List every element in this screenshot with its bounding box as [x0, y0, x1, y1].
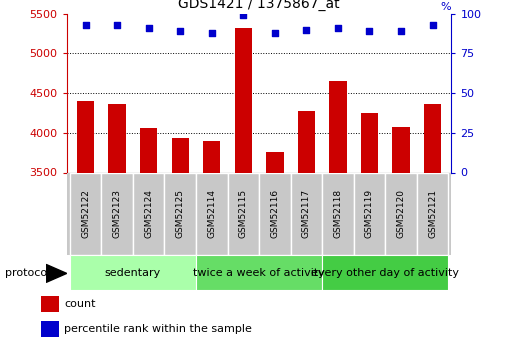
Bar — [298, 111, 315, 172]
Bar — [361, 113, 378, 172]
Text: GSM52115: GSM52115 — [239, 189, 248, 238]
Point — [113, 22, 121, 28]
Text: GSM52116: GSM52116 — [270, 189, 280, 238]
Text: GSM52114: GSM52114 — [207, 189, 216, 238]
Bar — [290, 172, 322, 255]
Bar — [329, 81, 347, 172]
Point — [302, 27, 310, 32]
Text: GSM52122: GSM52122 — [81, 189, 90, 238]
Text: percentile rank within the sample: percentile rank within the sample — [64, 324, 252, 334]
Bar — [70, 255, 196, 290]
Bar — [385, 172, 417, 255]
Point — [397, 29, 405, 34]
Bar — [234, 28, 252, 172]
Bar — [165, 172, 196, 255]
Bar — [41, 321, 59, 337]
Bar — [133, 172, 165, 255]
Point — [239, 13, 247, 18]
Bar — [196, 255, 322, 290]
Point — [176, 29, 184, 34]
Point — [334, 25, 342, 31]
Text: GSM52120: GSM52120 — [397, 189, 405, 238]
Bar — [353, 172, 385, 255]
Point — [145, 25, 153, 31]
Bar — [41, 296, 59, 312]
Bar — [140, 128, 157, 172]
Bar — [266, 152, 284, 172]
Bar — [228, 172, 259, 255]
Text: GSM52123: GSM52123 — [113, 189, 122, 238]
Text: every other day of activity: every other day of activity — [311, 268, 459, 277]
Bar — [417, 172, 448, 255]
Text: %: % — [441, 2, 451, 12]
Bar — [77, 101, 94, 172]
Bar — [171, 138, 189, 172]
Point — [208, 30, 216, 36]
Point — [428, 22, 437, 28]
Text: GSM52118: GSM52118 — [333, 189, 342, 238]
Text: GSM52121: GSM52121 — [428, 189, 437, 238]
Bar — [259, 172, 290, 255]
Bar — [70, 172, 102, 255]
Text: GSM52119: GSM52119 — [365, 189, 374, 238]
Polygon shape — [46, 264, 67, 282]
Text: GSM52117: GSM52117 — [302, 189, 311, 238]
Point — [365, 29, 373, 34]
Bar — [108, 104, 126, 172]
Point — [82, 22, 90, 28]
Text: GSM52125: GSM52125 — [176, 189, 185, 238]
Bar — [424, 104, 441, 172]
Point — [271, 30, 279, 36]
Text: protocol: protocol — [5, 268, 50, 277]
Bar — [392, 127, 410, 172]
Title: GDS1421 / 1375867_at: GDS1421 / 1375867_at — [178, 0, 340, 11]
Bar — [203, 141, 221, 172]
Text: twice a week of activity: twice a week of activity — [193, 268, 325, 277]
Text: sedentary: sedentary — [105, 268, 161, 277]
Bar — [322, 172, 353, 255]
Bar — [322, 255, 448, 290]
Bar — [102, 172, 133, 255]
Text: count: count — [64, 299, 95, 309]
Bar — [196, 172, 228, 255]
Text: GSM52124: GSM52124 — [144, 189, 153, 238]
